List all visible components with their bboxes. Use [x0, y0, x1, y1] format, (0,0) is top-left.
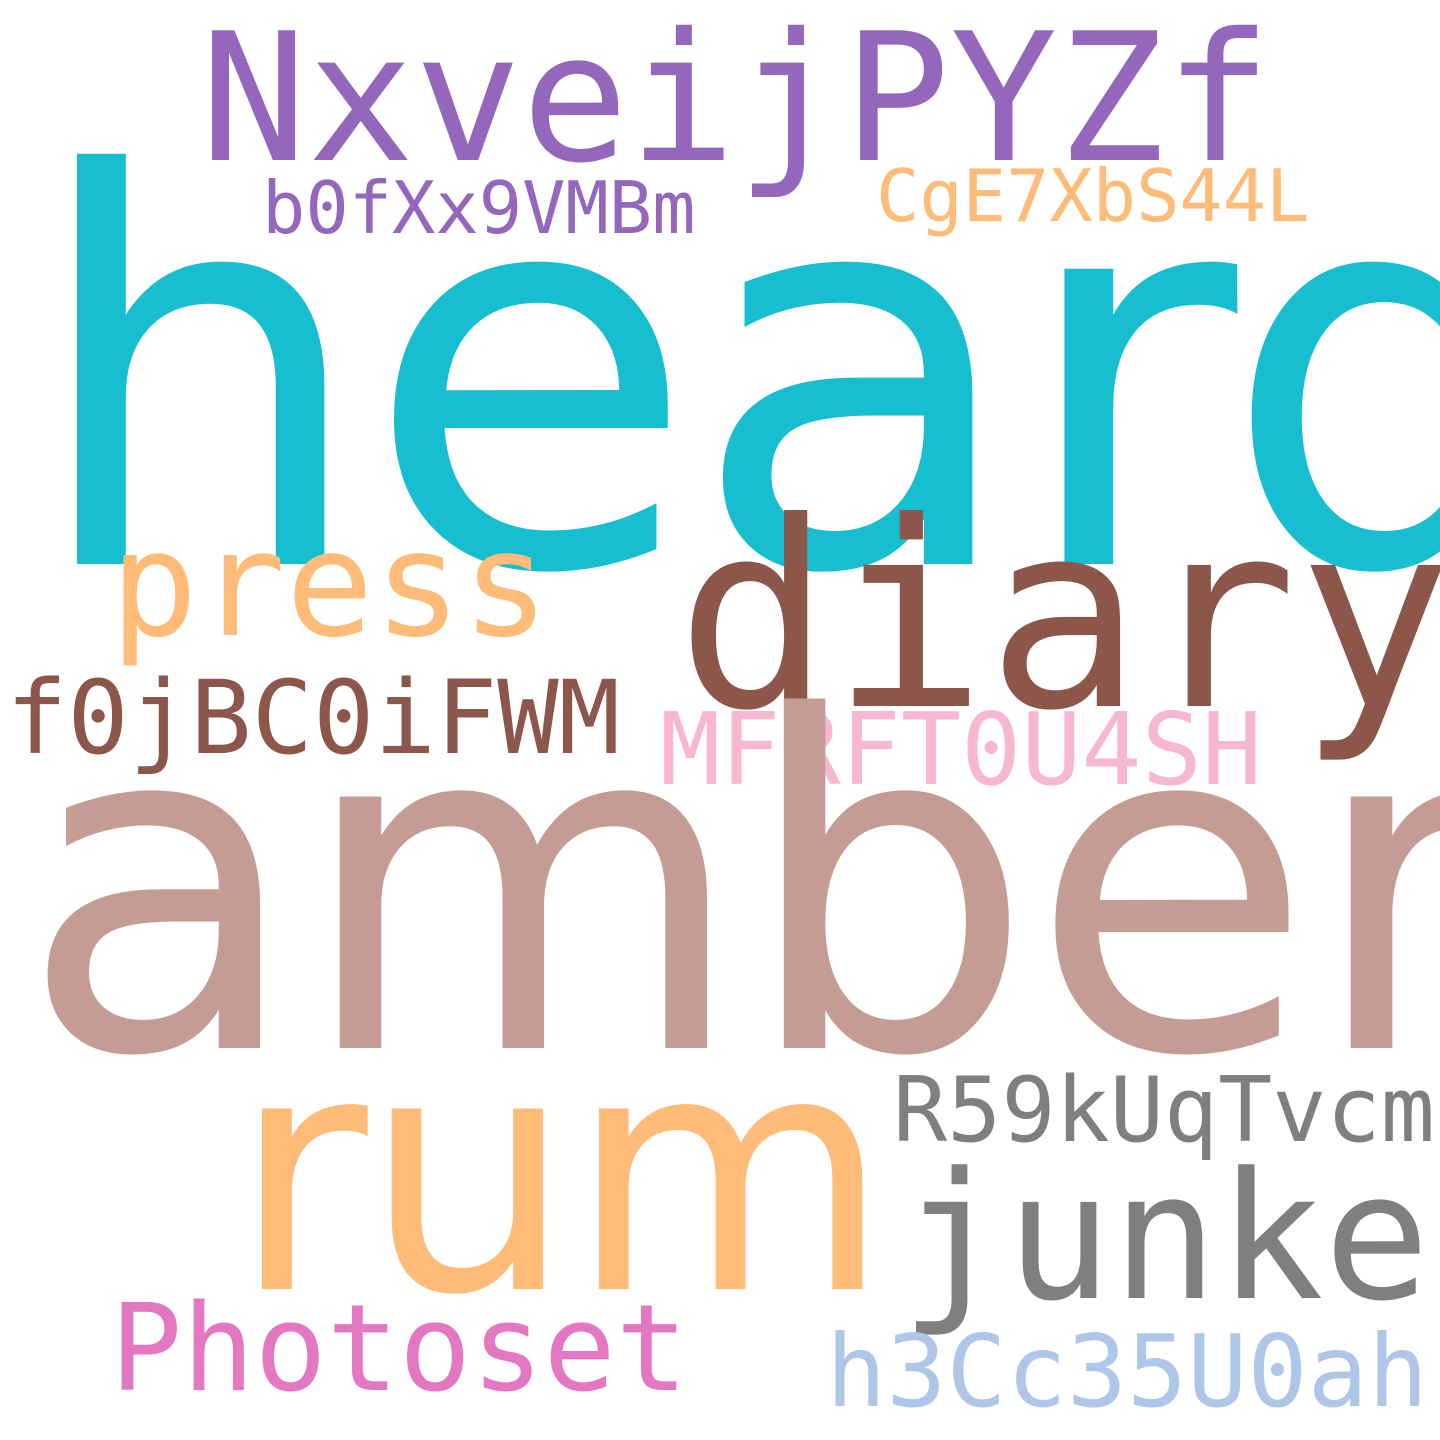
word-cge7xbs44l: CgE7XbS44L: [876, 154, 1310, 238]
word-diary: diary: [676, 467, 1440, 767]
word-rum: rum: [232, 983, 890, 1367]
word-nxveijpyzf: NxveijPYZf: [200, 0, 1272, 202]
word-heard: heard: [28, 64, 1440, 692]
word-press: press: [110, 500, 550, 670]
word-b0fxx9vmbm: b0fXx9VMBm: [262, 166, 696, 250]
word-junket: junket: [900, 1135, 1440, 1340]
word-f0jbc0ifwm: f0jBC0iFWM: [6, 659, 621, 778]
word-h3cc35u0ah: h3Cc35U0ah: [826, 1313, 1429, 1430]
word-amber: amber: [20, 622, 1440, 1157]
word-mfrft0u4sh: MFRFT0U4SH: [660, 691, 1263, 808]
word-photoset: Photoset: [110, 1280, 688, 1419]
word-r59kuqtvcm: R59kUqTvcm: [893, 1058, 1435, 1163]
